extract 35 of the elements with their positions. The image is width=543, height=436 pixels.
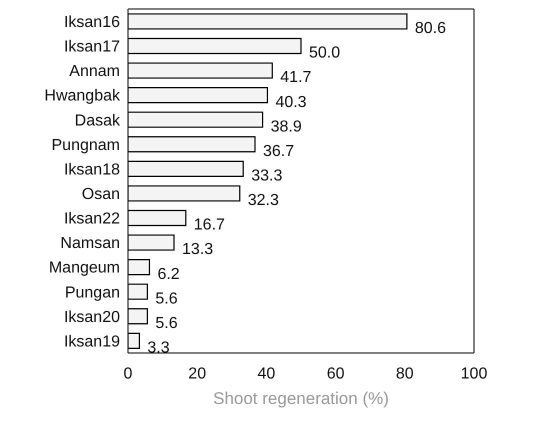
data-label: 36.7 bbox=[262, 142, 294, 160]
data-label: 5.6 bbox=[155, 314, 178, 332]
x-tick-label: 40 bbox=[258, 365, 276, 382]
y-tick-label: Iksan16 bbox=[64, 14, 120, 31]
data-label: 3.3 bbox=[147, 340, 170, 357]
y-tick-label: Osan bbox=[82, 186, 120, 203]
y-tick-label: Annam bbox=[69, 63, 120, 80]
x-tick-label: 60 bbox=[326, 365, 345, 382]
x-tick-label: 20 bbox=[188, 365, 206, 382]
y-tick-label: Pungnam bbox=[52, 136, 120, 154]
data-label: 32.3 bbox=[248, 192, 279, 210]
y-tick-label: Dasak bbox=[74, 112, 121, 130]
data-label: 41.7 bbox=[280, 69, 312, 86]
data-label: 40.3 bbox=[275, 94, 307, 111]
y-tick-label: Pungan bbox=[64, 284, 120, 302]
data-label: 80.6 bbox=[414, 20, 446, 38]
y-tick-label: Namsan bbox=[60, 235, 120, 252]
data-label: 6.2 bbox=[157, 266, 180, 283]
data-label: 16.7 bbox=[194, 216, 226, 234]
y-tick-label: Iksan20 bbox=[64, 308, 120, 326]
data-label: 38.9 bbox=[270, 118, 302, 136]
x-tick-label: 80 bbox=[396, 365, 414, 382]
y-tick-label: Mangeum bbox=[48, 260, 120, 277]
data-label: 13.3 bbox=[182, 241, 214, 258]
y-tick-label: Iksan19 bbox=[64, 333, 120, 350]
x-tick-label: 0 bbox=[124, 365, 133, 382]
y-tick-label: Iksan18 bbox=[64, 161, 120, 178]
y-tick-label: Hwangbak bbox=[44, 88, 121, 105]
data-label: 50.0 bbox=[309, 44, 340, 62]
data-label: 5.6 bbox=[155, 290, 178, 308]
x-axis-title: Shoot regeneration (%) bbox=[213, 389, 389, 408]
data-label: 33.3 bbox=[251, 168, 282, 185]
y-tick-label: Iksan17 bbox=[64, 38, 120, 56]
x-tick-label: 100 bbox=[460, 365, 488, 382]
y-tick-label: Iksan22 bbox=[64, 210, 120, 228]
